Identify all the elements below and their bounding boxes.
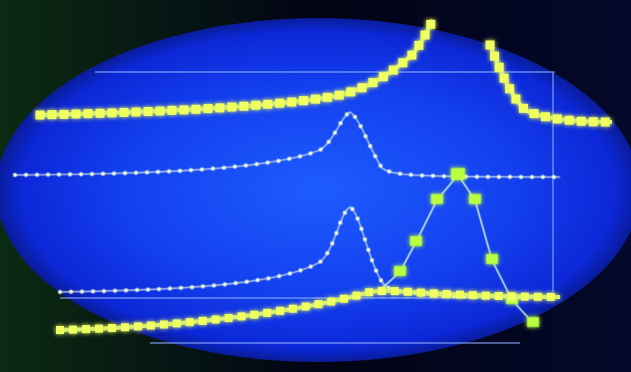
curves [13, 109, 562, 327]
marker [410, 236, 422, 246]
curve-markers [394, 168, 539, 327]
thick-curve-dots [55, 286, 565, 335]
thick-curves [35, 13, 617, 335]
thick-curve-dots [484, 39, 617, 127]
marker [486, 254, 498, 264]
blue-ellipse [0, 18, 631, 362]
marker [394, 266, 406, 276]
marker [451, 168, 465, 180]
curve-dots [13, 109, 562, 179]
marker [527, 317, 539, 327]
thick-curve-dots [35, 13, 440, 120]
marker [431, 194, 443, 204]
marker [469, 194, 481, 204]
